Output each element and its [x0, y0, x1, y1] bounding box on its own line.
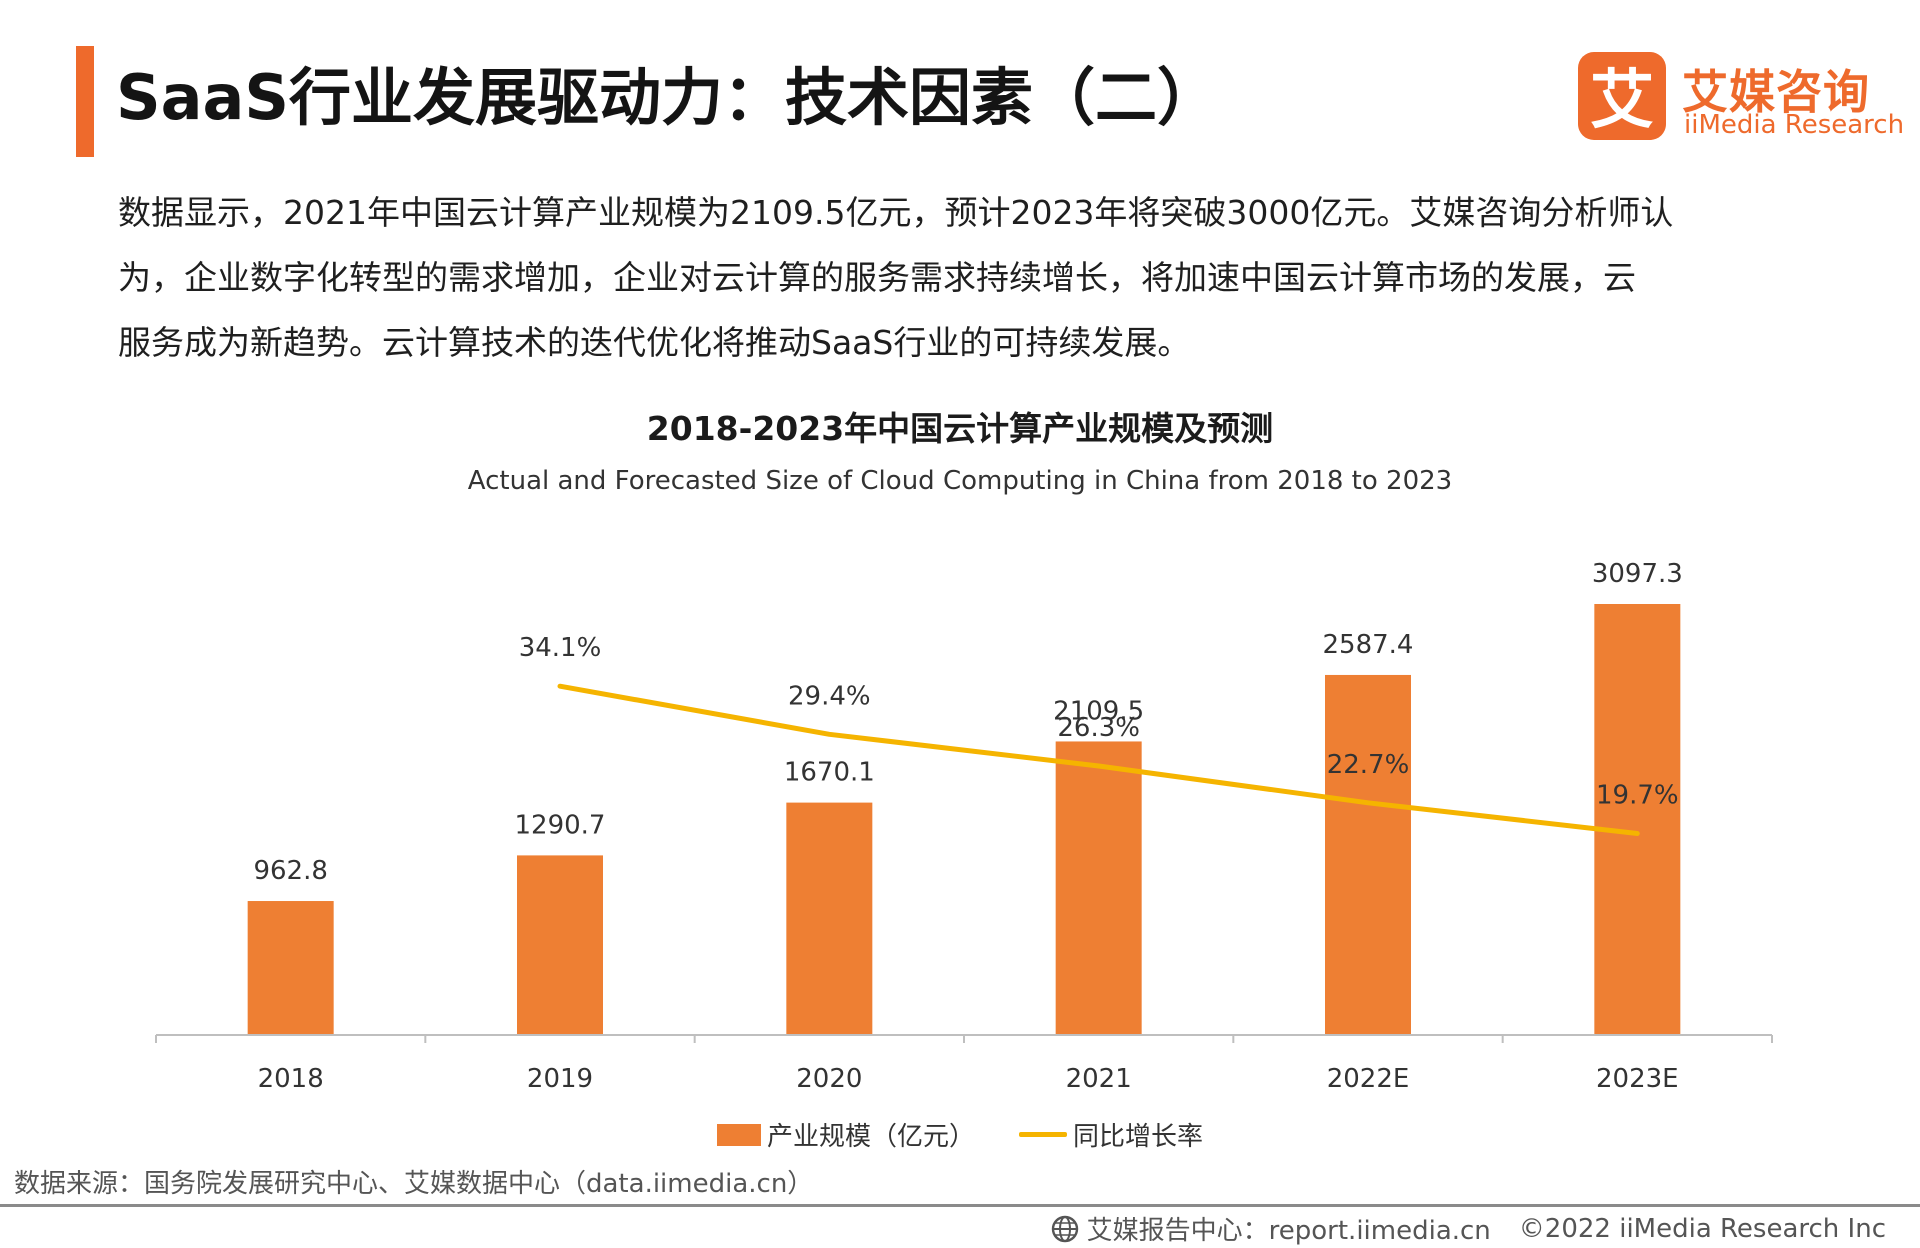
x-tick-label: 2021	[1066, 1064, 1132, 1094]
bar-value-label: 1670.1	[784, 758, 875, 788]
footer-divider	[0, 1204, 1920, 1207]
growth-rate-label: 26.3%	[1057, 713, 1140, 743]
legend-item-growth[interactable]: 同比增长率	[1019, 1116, 1203, 1153]
page-title: SaaS行业发展驱动力：技术因素（二）	[116, 61, 1219, 134]
legend-label-growth: 同比增长率	[1073, 1122, 1204, 1152]
brand-logo[interactable]: 艾 艾媒咨询 iiMedia Research	[1578, 52, 1904, 148]
x-tick-label: 2022E	[1327, 1064, 1410, 1094]
iimedia-logo-icon: 艾	[1578, 52, 1666, 140]
title-accent-bar	[76, 46, 94, 157]
bar	[786, 802, 873, 1035]
bar-series	[247, 604, 1681, 1035]
x-tick-label: 2023E	[1596, 1064, 1679, 1094]
bar	[517, 855, 603, 1035]
intro-line: 数据显示，2021年中国云计算产业规模为2109.5亿元，预计2023年将突破3…	[118, 193, 1674, 232]
bar	[1325, 674, 1411, 1035]
intro-paragraph: 数据显示，2021年中国云计算产业规模为2109.5亿元，预计2023年将突破3…	[118, 180, 1818, 375]
chart-subtitle: Actual and Forecasted Size of Cloud Comp…	[467, 466, 1453, 496]
bar	[247, 901, 334, 1035]
growth-rate-series	[557, 683, 1640, 836]
x-tick-label: 2019	[527, 1064, 593, 1094]
data-labels: 962.8 1290.7 1670.1 2109.5 2587.4 3097.3 34.1%…	[253, 559, 1682, 886]
growth-rate-label: 22.7%	[1327, 750, 1410, 780]
x-tick-label: 2020	[796, 1064, 862, 1094]
legend-label-size: 产业规模（亿元）	[766, 1122, 975, 1152]
bar-value-label: 2109.5	[1053, 696, 1144, 726]
growth-rate-label: 19.7%	[1596, 780, 1679, 810]
logo-english-name: iiMedia Research	[1684, 110, 1905, 140]
footer: 艾媒报告中心：report.iimedia.cn ©2022 iiMedia R…	[1051, 1210, 1886, 1247]
growth-rate-label: 34.1%	[519, 633, 602, 663]
x-axis: 2018 2019 2020 2021 2022E 2023E	[155, 1034, 1773, 1094]
intro-line: 服务成为新趋势。云计算技术的迭代优化将推动SaaS行业的可持续发展。	[118, 323, 1191, 362]
chart-legend: 产业规模（亿元） 同比增长率	[0, 1116, 1920, 1153]
legend-line-swatch	[1019, 1132, 1067, 1137]
bar	[1594, 604, 1681, 1035]
bar	[1055, 741, 1142, 1035]
logo-chinese-name: 艾媒咨询	[1682, 65, 1870, 119]
growth-rate-line	[557, 683, 1640, 836]
chart-title: 2018-2023年中国云计算产业规模及预测	[646, 409, 1274, 448]
intro-line: 为，企业数字化转型的需求增加，企业对云计算的服务需求持续增长，将加速中国云计算市…	[118, 258, 1636, 297]
x-tick-label: 2018	[258, 1064, 324, 1094]
bar-value-label: 962.8	[253, 856, 327, 886]
legend-item-size[interactable]: 产业规模（亿元）	[716, 1116, 975, 1153]
bar-value-label: 2587.4	[1323, 630, 1414, 660]
legend-bar-swatch	[716, 1123, 761, 1146]
globe-icon	[1051, 1215, 1078, 1242]
copyright-text: ©2022 iiMedia Research Inc	[1518, 1213, 1886, 1244]
report-center-link[interactable]: 艾媒报告中心：report.iimedia.cn	[1086, 1216, 1491, 1246]
logo-mark-text: 艾	[1590, 64, 1654, 138]
data-source-note: 数据来源：国务院发展研究中心、艾媒数据中心（data.iimedia.cn）	[14, 1169, 814, 1199]
bar-value-label: 1290.7	[515, 810, 606, 840]
growth-rate-label: 29.4%	[788, 681, 871, 711]
bar-value-label: 3097.3	[1592, 559, 1683, 589]
